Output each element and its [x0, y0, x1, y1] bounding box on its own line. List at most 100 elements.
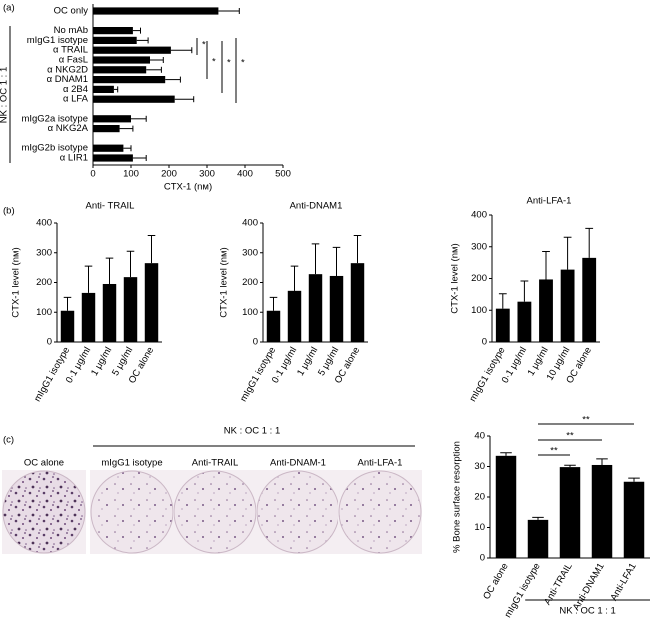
bar: [123, 277, 138, 342]
error-bar: [520, 280, 529, 302]
bar: [102, 283, 117, 342]
bar: [93, 46, 171, 54]
y-tick-label: 300: [471, 241, 487, 252]
resorption-image: [2, 470, 86, 554]
y-tick-label: OC only: [54, 6, 89, 17]
bar: [93, 56, 150, 64]
bar: [144, 263, 159, 342]
y-tick-label: 10: [474, 522, 485, 533]
y-tick-label: mIgG1 isotype: [27, 35, 88, 46]
y-tick-label: 400: [242, 218, 258, 229]
bar: [81, 292, 96, 342]
panel-label: (c): [3, 435, 14, 446]
y-tick-label: α NKG2D: [47, 64, 88, 75]
bar: [623, 481, 645, 558]
group-label: NK : OC 1 : 1: [0, 67, 10, 124]
bar: [93, 115, 131, 123]
error-bar: [113, 86, 119, 93]
error-bar: [105, 257, 114, 284]
error-bar: [146, 66, 162, 73]
y-tick-label: 200: [471, 273, 487, 284]
error-bar: [123, 145, 132, 152]
significance-label: *: [227, 58, 231, 69]
bar: [93, 144, 124, 152]
error-bar: [119, 125, 134, 132]
error-bar: [564, 464, 576, 468]
error-bar: [353, 234, 362, 264]
error-bar: [596, 458, 608, 465]
x-tick-label: 100: [123, 169, 139, 180]
significance-label: **: [566, 431, 574, 442]
bar: [329, 275, 344, 342]
bar: [93, 27, 133, 35]
bar: [266, 310, 281, 342]
bar: [287, 290, 302, 342]
y-tick-label: 100: [242, 307, 258, 318]
significance-label: *: [202, 40, 206, 51]
bar: [93, 125, 120, 133]
error-bar: [170, 47, 193, 54]
error-bar: [628, 477, 640, 482]
y-tick-label: mIgG2a isotype: [21, 113, 88, 124]
y-tick-label: 100: [36, 307, 52, 318]
bar: [350, 263, 365, 342]
bar: [93, 7, 219, 15]
significance-label: *: [212, 57, 216, 68]
error-bar: [542, 251, 550, 280]
panel-label: (b): [3, 206, 15, 217]
error-bar: [132, 27, 141, 34]
error-bar: [147, 234, 156, 264]
error-bar: [585, 227, 594, 258]
bar: [527, 519, 549, 558]
x-tick-label: OC alone: [481, 561, 511, 601]
significance-label: **: [550, 446, 558, 457]
x-tick-label: Anti-LFA1: [608, 561, 638, 603]
bar: [495, 455, 517, 558]
error-bar: [84, 265, 93, 293]
bar: [582, 257, 597, 342]
y-tick-label: α LFA: [63, 94, 89, 105]
y-axis-label: CTX-1 level (nм): [450, 243, 461, 313]
resorption-image: [338, 470, 422, 554]
y-tick-label: 400: [471, 210, 487, 221]
bar: [591, 464, 613, 558]
bar: [308, 274, 323, 342]
y-tick-label: 20: [474, 492, 485, 503]
x-tick-label: 400: [237, 169, 253, 180]
error-bar: [532, 516, 544, 520]
y-tick-label: 0: [47, 337, 52, 348]
chart-title: Anti- TRAIL: [86, 201, 135, 212]
error-bar: [63, 296, 72, 311]
error-bar: [165, 76, 181, 83]
group-label: NK : OC 1 : 1: [559, 606, 616, 617]
y-tick-label: α TRAIL: [53, 45, 88, 56]
group-label: NK : OC 1 : 1: [224, 426, 281, 437]
y-tick-label: 100: [471, 305, 487, 316]
y-tick-label: No mAb: [54, 25, 88, 36]
x-tick-label: 200: [161, 169, 177, 180]
error-bar: [500, 452, 512, 456]
y-tick-label: α DNAM1: [47, 74, 88, 85]
bar: [93, 76, 166, 84]
image-label: Anti-LFA-1: [358, 458, 403, 469]
bar: [559, 467, 581, 558]
bar: [560, 269, 575, 342]
x-tick-label: mIgG1 isotype: [467, 345, 507, 404]
x-axis-label: CTX-1 (nм): [164, 182, 212, 193]
bar: [93, 36, 137, 44]
error-bar: [290, 265, 299, 291]
error-bar: [174, 96, 195, 103]
y-tick-label: α FasL: [59, 55, 88, 66]
significance-label: *: [241, 58, 245, 69]
image-label: Anti-TRAIL: [192, 458, 238, 469]
x-tick-label: 500: [275, 169, 291, 180]
y-tick-label: mIgG2b isotype: [21, 143, 88, 154]
y-axis-label: % Bone surface resorption: [452, 441, 463, 553]
bar: [93, 95, 175, 103]
error-bar: [131, 115, 147, 122]
error-bar: [126, 250, 135, 278]
y-tick-label: α 2B4: [63, 84, 88, 95]
chart-title: Anti-LFA-1: [527, 196, 572, 207]
bar: [93, 154, 133, 162]
